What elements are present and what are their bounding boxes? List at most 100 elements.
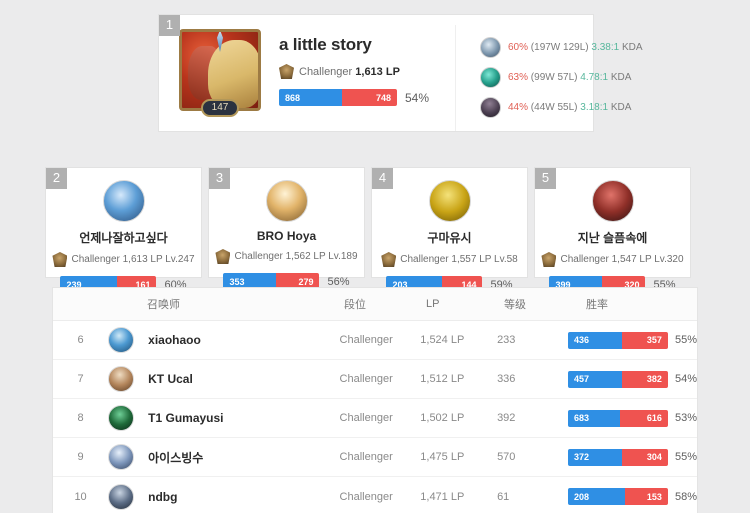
rank-badge: 5 <box>535 168 556 189</box>
row-tier: Challenger <box>339 451 393 463</box>
losses-segment: 153 <box>624 488 668 505</box>
wins-segment: 457 <box>567 370 622 388</box>
row-summoner-name: KT Ucal <box>148 372 193 386</box>
table-header-row: 召唤师 段位 LP 等级 胜率 <box>53 288 697 321</box>
summoner-name[interactable]: 지난 슬픔속에 <box>577 231 648 245</box>
header-summoner[interactable]: 召唤师 <box>147 299 180 311</box>
rank-badge: 2 <box>46 168 67 189</box>
row-lp: 1,512 LP <box>420 373 465 385</box>
champion-record: (197W 129L) <box>530 42 589 53</box>
winrate-text: 53% <box>674 412 697 424</box>
tier-text: Challenger 1,613 LP <box>299 66 400 78</box>
row-winrate-cell: 683 616 53% <box>567 409 697 427</box>
wins-segment: 868 <box>279 89 342 106</box>
winloss-bar: 683 616 <box>567 409 668 427</box>
row-summoner-cell[interactable]: 아이스빙수 <box>108 444 339 470</box>
winloss-bar: 208 153 <box>567 488 668 505</box>
row-summoner-cell[interactable]: ndbg <box>108 483 339 510</box>
winloss-bar: 353 279 <box>223 273 320 290</box>
rank-2-card[interactable]: 2 언제나잘하고싶다 Challenger 1,613 LP Lv.247 23… <box>45 167 202 293</box>
row-tier: Challenger <box>339 412 393 424</box>
champion-kda-label: KDA <box>610 72 632 83</box>
challenger-emblem-icon <box>52 252 68 267</box>
summoner-portrait[interactable]: 147 <box>179 29 261 117</box>
row-tier: Challenger <box>339 334 393 346</box>
row-summoner-name: T1 Gumayusi <box>148 411 224 425</box>
champion-kda: 4.78:1 <box>580 72 609 83</box>
table-row[interactable]: 6 xiaohaoo Challenger 1,524 LP 233 436 3… <box>53 321 697 360</box>
tier-line: Challenger 1,547 LP Lv.320 <box>535 252 690 267</box>
rank-5-card[interactable]: 5 지난 슬픔속에 Challenger 1,547 LP Lv.320 399… <box>534 167 691 293</box>
row-lp: 1,524 LP <box>420 334 465 346</box>
losses-segment: 357 <box>622 331 668 349</box>
winloss-row: 353 279 56% <box>209 273 364 290</box>
row-summoner-cell[interactable]: KT Ucal <box>108 366 339 392</box>
tier-line: Challenger 1,613 LP Lv.247 <box>46 252 201 267</box>
champion-stat-row[interactable]: 60% (197W 129L) 3.38:1 KDA <box>480 37 643 58</box>
winloss-row: 683 616 53% <box>567 409 697 427</box>
row-summoner-name: ndbg <box>148 489 178 504</box>
tier-line: Challenger 1,562 LP Lv.189 <box>209 249 364 264</box>
rank-4-card[interactable]: 4 구마유시 Challenger 1,557 LP Lv.58 203 144… <box>371 167 528 293</box>
row-level: 570 <box>497 451 516 463</box>
row-lp: 1,471 LP <box>420 490 465 503</box>
losses-segment: 382 <box>621 370 668 388</box>
winrate-text: 56% <box>327 275 350 288</box>
summoner-avatar[interactable] <box>591 180 634 222</box>
champion-winrate: 44% <box>508 102 529 113</box>
summoner-name[interactable]: 구마유시 <box>427 231 472 245</box>
tier-line: Challenger 1,557 LP Lv.58 <box>372 252 527 267</box>
table-row[interactable]: 7 KT Ucal Challenger 1,512 LP 336 457 38… <box>53 360 697 399</box>
header-winrate[interactable]: 胜率 <box>586 299 608 311</box>
row-winrate-cell: 372 304 55% <box>567 448 697 466</box>
summoner-avatar[interactable] <box>428 180 471 222</box>
summoner-avatar <box>108 444 135 470</box>
row-summoner-cell[interactable]: xiaohaoo <box>108 327 339 353</box>
table-row[interactable]: 9 아이스빙수 Challenger 1,475 LP 570 372 304 … <box>53 438 697 477</box>
challenger-emblem-icon <box>541 252 557 267</box>
header-tier[interactable]: 段位 <box>344 299 366 311</box>
row-lp: 1,502 LP <box>420 412 465 424</box>
champion-winrate: 60% <box>508 42 529 53</box>
row-summoner-name: xiaohaoo <box>148 333 201 347</box>
summoner-avatar[interactable] <box>102 180 145 222</box>
header-level[interactable]: 等级 <box>504 299 526 311</box>
champion-icon <box>480 67 501 88</box>
champion-stat-row[interactable]: 44% (44W 55L) 3.18:1 KDA <box>480 97 643 118</box>
wins-segment: 436 <box>567 331 623 349</box>
champion-icon <box>480 97 501 118</box>
summoner-name[interactable]: a little story <box>279 35 372 54</box>
summoner-name[interactable]: 언제나잘하고싶다 <box>79 231 168 245</box>
challenger-emblem-icon <box>381 252 397 267</box>
tier-text: Challenger 1,613 LP Lv.247 <box>71 254 195 265</box>
table-row[interactable]: 10 ndbg Challenger 1,471 LP 61 208 153 5… <box>53 477 697 513</box>
champion-stat-text: 63% (99W 57L) 4.78:1 KDA <box>508 72 631 83</box>
row-rank: 9 <box>77 451 84 463</box>
row-summoner-cell[interactable]: T1 Gumayusi <box>108 405 339 431</box>
champion-record: (99W 57L) <box>530 72 578 83</box>
winloss-bar: 868 748 <box>279 89 397 106</box>
lp-value: 1,613 LP <box>355 65 400 78</box>
winrate-text: 54% <box>405 90 430 105</box>
row-winrate-cell: 208 153 58% <box>567 488 697 505</box>
summoner-level-badge: 147 <box>201 99 239 117</box>
summoner-name[interactable]: BRO Hoya <box>256 229 317 243</box>
tier-line: Challenger 1,613 LP <box>279 64 441 79</box>
rank-3-card[interactable]: 3 BRO Hoya Challenger 1,562 LP Lv.189 35… <box>208 167 365 290</box>
row-level: 61 <box>497 490 510 503</box>
winrate-text: 58% <box>674 490 697 503</box>
champion-icon <box>480 37 501 58</box>
header-lp[interactable]: LP <box>426 298 440 310</box>
rank-1-card[interactable]: 1 147 a little story Challenger 1,613 LP <box>158 14 643 132</box>
winloss-bar: 436 357 <box>567 331 668 349</box>
winloss-row: 372 304 55% <box>567 448 697 466</box>
winloss-bar: 372 304 <box>567 448 668 466</box>
row-level: 392 <box>497 412 516 424</box>
winrate-text: 54% <box>674 373 697 385</box>
summoner-avatar[interactable] <box>265 180 308 222</box>
table-row[interactable]: 8 T1 Gumayusi Challenger 1,502 LP 392 68… <box>53 399 697 438</box>
champion-stat-row[interactable]: 63% (99W 57L) 4.78:1 KDA <box>480 67 643 88</box>
row-tier: Challenger <box>339 373 393 385</box>
winloss-row: 208 153 58% <box>567 488 697 505</box>
